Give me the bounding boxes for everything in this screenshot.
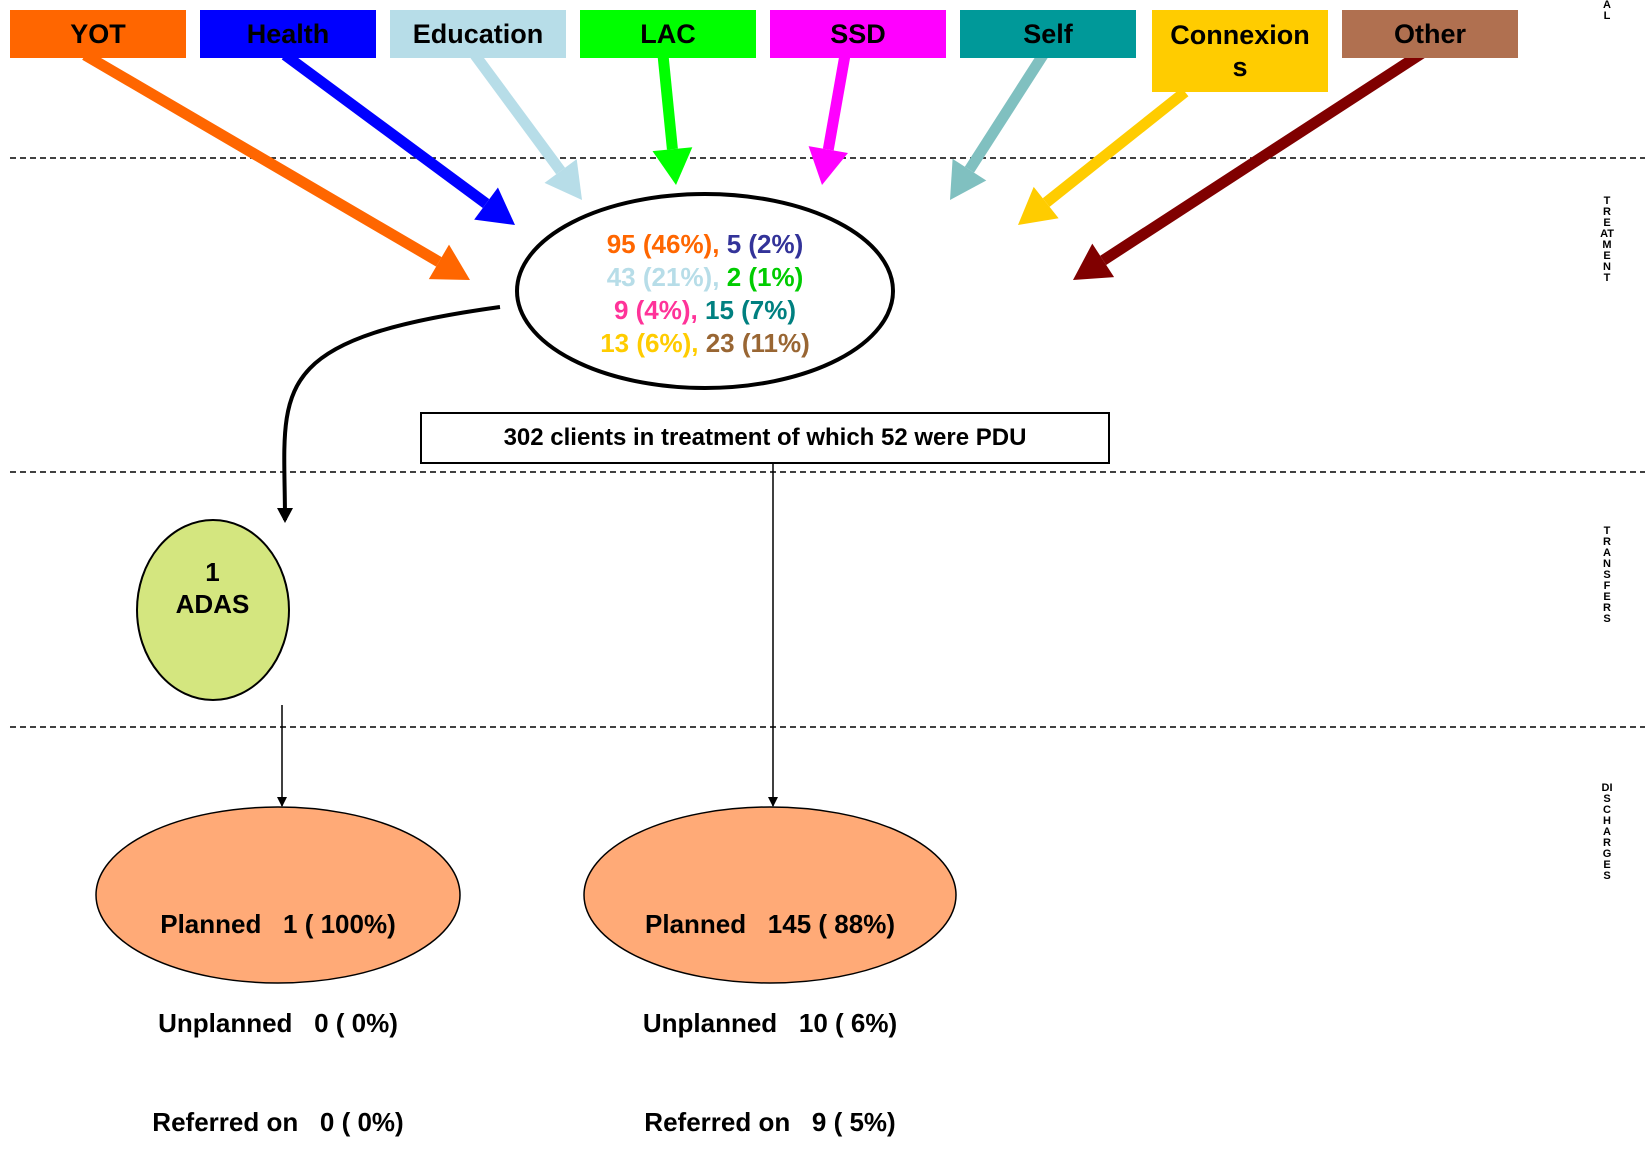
source-label-yot: YOT [70, 19, 126, 49]
discharge-left-unplanned: Unplanned 0 ( 0%) [158, 1008, 398, 1038]
referral-arrowhead-connexions [1018, 186, 1059, 225]
stage-label-transfers: TRANSFERS [1603, 525, 1611, 625]
discharge-right-planned: Planned 145 ( 88%) [645, 909, 895, 939]
referral-arrow-lac [657, 54, 678, 150]
adas-text: 1 ADAS [135, 556, 290, 620]
adas-count: 1 [205, 557, 220, 587]
count-lac: 2 (1%) [726, 262, 804, 292]
count-other: 23 (11%) [705, 328, 810, 358]
treatment-ellipse [515, 192, 895, 390]
source-label-health: Health [246, 19, 330, 49]
discharge-left-referred: Referred on 0 ( 0%) [152, 1107, 404, 1137]
curve-arrow-head [277, 508, 293, 523]
source-label-ssd: SSD [830, 19, 886, 49]
referral-arrowhead-yot [428, 244, 470, 280]
source-label-other: Other [1393, 19, 1466, 49]
discharges-left-text: Planned 1 ( 100%) Unplanned 0 ( 0%) Refe… [113, 842, 443, 1172]
count-education: 43 (21%), [606, 262, 720, 292]
discharge-right-referred: Referred on 9 ( 5%) [644, 1107, 896, 1137]
referral-arrow-other [1100, 43, 1433, 265]
source-box-health: Health [200, 10, 376, 58]
stage-label-referral: AL [1603, 0, 1611, 22]
referral-arrowhead-other [1073, 243, 1115, 280]
source-box-lac: LAC [580, 10, 756, 58]
source-label-connexions: Connexions [1170, 20, 1310, 82]
referral-arrowhead-self [950, 158, 987, 200]
referral-arrowhead-health [474, 187, 515, 225]
referral-arrow-self [964, 52, 1048, 173]
referral-arrow-yot [82, 50, 442, 267]
count-ssd: 9 (4%), [613, 295, 698, 325]
source-box-ssd: SSD [770, 10, 946, 58]
referral-arrow-ssd [822, 54, 851, 151]
treatment-summary-text: 302 clients in treatment of which 52 wer… [503, 424, 1027, 451]
discharge-right-unplanned: Unplanned 10 ( 6%) [642, 1008, 898, 1038]
treatment-counts: 95 (46%), 5 (2%) 43 (21%), 2 (1%) 9 (4%)… [515, 228, 895, 360]
source-box-yot: YOT [10, 10, 186, 58]
discharge-ellipse-right [583, 806, 957, 984]
source-label-self: Self [1023, 19, 1073, 49]
referral-arrowhead-ssd [808, 146, 848, 185]
count-health: 5 (2%) [726, 229, 804, 259]
discharges-right-text: Planned 145 ( 88%) Unplanned 10 ( 6%) Re… [605, 842, 935, 1172]
source-box-other: Other [1342, 10, 1518, 58]
referral-arrow-health [281, 50, 490, 209]
count-connexions: 13 (6%), [600, 328, 699, 358]
adas-ellipse [136, 519, 290, 701]
referral-arrow-connexions [1042, 87, 1189, 207]
adas-label: ADAS [175, 589, 250, 619]
source-label-lac: LAC [640, 19, 696, 49]
flow-diagram-canvas [10, 43, 1645, 984]
treatment-summary-box: 302 clients in treatment of which 52 wer… [420, 412, 1110, 464]
discharge-left-planned: Planned 1 ( 100%) [160, 909, 396, 939]
stage-label-treatment: TREATMENT [1600, 195, 1614, 284]
referral-arrowhead-lac [652, 147, 693, 185]
referral-arrowhead-education [544, 159, 582, 200]
discharge-ellipse-left [95, 806, 461, 984]
referral-arrow-education [470, 51, 566, 175]
source-box-connexions: Connexions [1152, 10, 1328, 92]
count-self: 15 (7%) [705, 295, 797, 325]
count-yot: 95 (46%), [606, 229, 720, 259]
source-label-education: Education [412, 19, 544, 49]
stage-label-discharges: DISCHARGES [1601, 782, 1613, 882]
source-box-education: Education [390, 10, 566, 58]
source-box-self: Self [960, 10, 1136, 58]
curve-arrow-to-adas [282, 305, 501, 521]
